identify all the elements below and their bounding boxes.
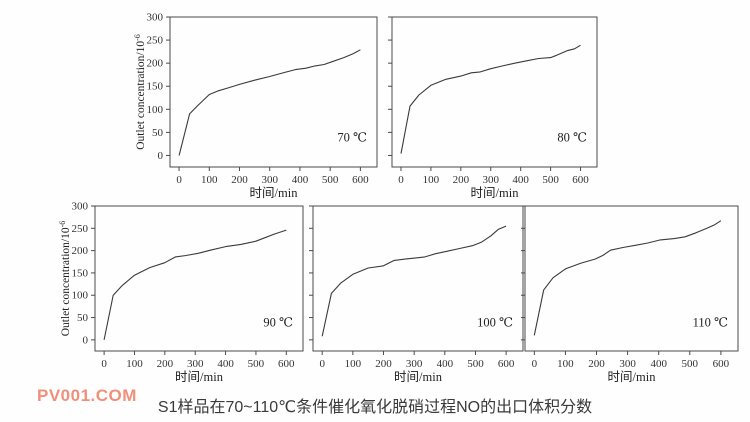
svg-text:400: 400 <box>437 358 454 370</box>
svg-text:0: 0 <box>101 358 107 370</box>
svg-text:100: 100 <box>345 358 362 370</box>
svg-text:0: 0 <box>319 358 325 370</box>
svg-text:500: 500 <box>322 174 339 186</box>
svg-text:200: 200 <box>588 358 605 370</box>
chart-110c: 0 100 200 300 400 500 600 110 ℃ 时间/min <box>513 197 750 393</box>
svg-text:70 ℃: 70 ℃ <box>337 131 367 145</box>
svg-text:300: 300 <box>261 174 278 186</box>
svg-text:时间/min: 时间/min <box>250 186 299 200</box>
chart-70c-canvas: 0 100 200 300 400 500 600 0 50 100 150 200 250 300 70 … <box>133 12 378 200</box>
svg-text:400: 400 <box>512 174 529 186</box>
svg-text:100: 100 <box>423 174 440 186</box>
svg-text:100: 100 <box>557 358 574 370</box>
svg-text:250: 250 <box>147 35 164 47</box>
svg-text:600: 600 <box>498 358 515 370</box>
svg-text:600: 600 <box>352 174 369 186</box>
svg-text:600: 600 <box>713 358 730 370</box>
svg-text:200: 200 <box>147 58 164 70</box>
svg-text:0: 0 <box>398 174 404 186</box>
svg-text:50: 50 <box>152 127 164 139</box>
svg-text:100: 100 <box>147 104 164 116</box>
svg-text:300: 300 <box>406 358 423 370</box>
svg-text:300: 300 <box>619 358 636 370</box>
chart-100c: 0 100 200 300 400 500 600 100 ℃ 时间/min <box>301 197 535 393</box>
svg-text:150: 150 <box>147 81 164 93</box>
chart-70c: 0 100 200 300 400 500 600 0 50 100 150 200 250 300 70 … <box>128 8 388 204</box>
svg-text:500: 500 <box>682 358 699 370</box>
svg-text:Outlet concentration/10-6: Outlet concentration/10-6 <box>133 34 147 150</box>
svg-text:100: 100 <box>201 174 218 186</box>
svg-text:90 ℃: 90 ℃ <box>263 315 293 329</box>
svg-text:80 ℃: 80 ℃ <box>557 131 587 145</box>
svg-text:时间/min: 时间/min <box>175 370 224 384</box>
svg-text:500: 500 <box>542 174 559 186</box>
svg-text:600: 600 <box>278 358 295 370</box>
svg-text:200: 200 <box>231 174 248 186</box>
svg-text:400: 400 <box>650 358 667 370</box>
svg-text:500: 500 <box>467 358 484 370</box>
svg-text:时间/min: 时间/min <box>471 186 520 200</box>
svg-text:50: 50 <box>77 312 89 324</box>
svg-text:600: 600 <box>572 174 589 186</box>
figure-caption: S1样品在70~110℃条件催化氧化脱硝过程NO的出口体积分数 <box>157 399 593 416</box>
svg-text:300: 300 <box>147 12 164 24</box>
svg-text:0: 0 <box>158 150 164 162</box>
svg-text:300: 300 <box>72 201 89 213</box>
svg-text:100: 100 <box>126 358 143 370</box>
svg-text:0: 0 <box>532 358 538 370</box>
chart-90c: 0 100 200 300 400 500 600 0 50 100 150 200 250 300 90 … <box>53 197 315 393</box>
svg-text:时间/min: 时间/min <box>394 370 443 384</box>
svg-text:Outlet concentration/10-6: Outlet concentration/10-6 <box>58 221 72 337</box>
svg-text:200: 200 <box>157 358 174 370</box>
svg-text:150: 150 <box>72 267 89 279</box>
svg-text:110 ℃: 110 ℃ <box>693 315 728 329</box>
svg-text:时间/min: 时间/min <box>608 370 657 384</box>
chart-110c-canvas: 0 100 200 300 400 500 600 110 ℃ 时间/min <box>521 205 739 384</box>
svg-text:100 ℃: 100 ℃ <box>477 315 513 329</box>
watermark: PV001.COM <box>37 386 137 405</box>
svg-text:300: 300 <box>187 358 204 370</box>
svg-text:400: 400 <box>217 358 234 370</box>
svg-text:300: 300 <box>483 174 500 186</box>
svg-text:250: 250 <box>72 223 89 235</box>
chart-90c-canvas: 0 100 200 300 400 500 600 0 50 100 150 200 250 300 90 … <box>58 201 304 384</box>
svg-text:200: 200 <box>72 245 89 257</box>
svg-text:400: 400 <box>292 174 309 186</box>
chart-80c: 0 100 200 300 400 500 600 80 ℃ 时间/min <box>380 8 615 204</box>
svg-text:200: 200 <box>375 358 392 370</box>
svg-text:0: 0 <box>83 334 89 346</box>
chart-100c-canvas: 0 100 200 300 400 500 600 100 ℃ 时间/min <box>309 205 524 384</box>
svg-text:0: 0 <box>176 174 182 186</box>
chart-80c-canvas: 0 100 200 300 400 500 600 80 ℃ 时间/min <box>388 16 598 200</box>
svg-text:100: 100 <box>72 290 89 302</box>
svg-text:500: 500 <box>248 358 265 370</box>
svg-text:200: 200 <box>453 174 470 186</box>
